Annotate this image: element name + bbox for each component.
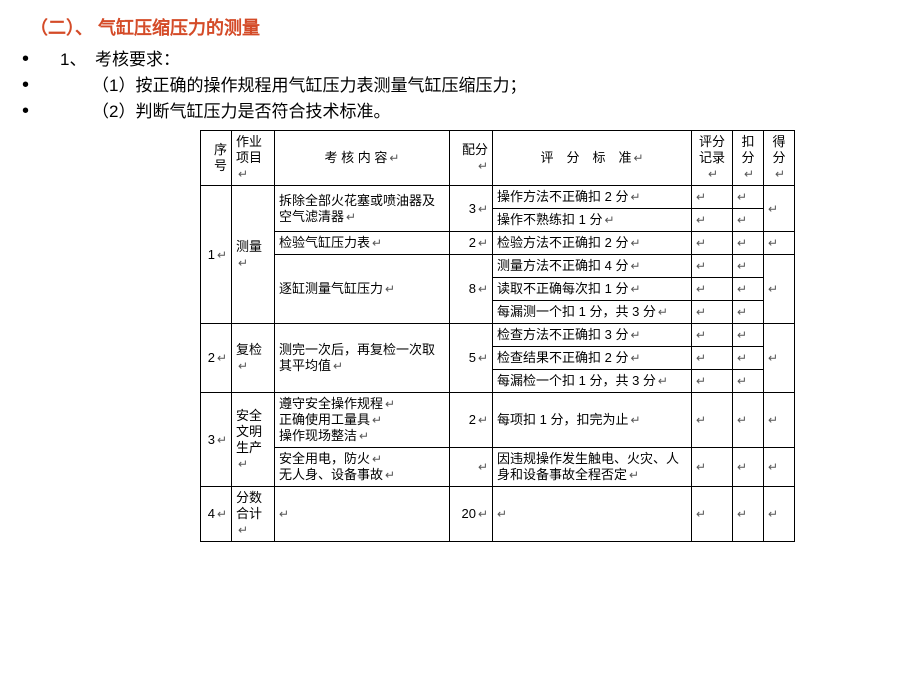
cell-seq: 4↵ bbox=[201, 487, 232, 542]
cell-obtain: ↵ bbox=[764, 232, 795, 255]
cell-score: 2↵ bbox=[450, 232, 493, 255]
th-score: 配分↵ bbox=[450, 131, 493, 186]
cell-criteria: 操作不熟练扣 1 分↵ bbox=[493, 209, 692, 232]
cell-criteria: 测量方法不正确扣 4 分↵ bbox=[493, 255, 692, 278]
cell-score: ↵ bbox=[450, 448, 493, 487]
cell-content: 拆除全部火花塞或喷油器及空气滤清器↵ bbox=[275, 186, 450, 232]
table-row: 检验气缸压力表↵ 2↵ 检验方法不正确扣 2 分↵ ↵ ↵ ↵ bbox=[201, 232, 795, 255]
cell-criteria: 检查结果不正确扣 2 分↵ bbox=[493, 347, 692, 370]
cell-obtain: ↵ bbox=[764, 186, 795, 232]
table-row: 2↵ 复检↵ 测完一次后，再复检一次取其平均值↵ 5↵ 检查方法不正确扣 3 分… bbox=[201, 324, 795, 347]
cell-criteria: 因违规操作发生触电、火灾、人身和设备事故全程否定↵ bbox=[493, 448, 692, 487]
cell-criteria: 检验方法不正确扣 2 分↵ bbox=[493, 232, 692, 255]
cell-seq: 3↵ bbox=[201, 393, 232, 487]
cell-record: ↵ bbox=[692, 370, 733, 393]
section-heading: （二）、 气缸压缩压力的测量 bbox=[30, 14, 900, 40]
cell-criteria: 每漏检一个扣 1 分，共 3 分↵ bbox=[493, 370, 692, 393]
cell-item: 分数合计↵ bbox=[232, 487, 275, 542]
bullet-marker: • bbox=[20, 74, 50, 96]
cell-deduct: ↵ bbox=[733, 324, 764, 347]
cell-criteria: 每项扣 1 分，扣完为止↵ bbox=[493, 393, 692, 448]
cell-deduct: ↵ bbox=[733, 347, 764, 370]
cell-content: 安全用电，防火↵ 无人身、设备事故↵ bbox=[275, 448, 450, 487]
cell-score: 8↵ bbox=[450, 255, 493, 324]
cell-score: 3↵ bbox=[450, 186, 493, 232]
cell-criteria: 操作方法不正确扣 2 分↵ bbox=[493, 186, 692, 209]
table-header-row: 序号 作业项目↵ 考 核 内 容↵ 配分↵ 评 分 标 准↵ 评分记录↵ 扣分↵… bbox=[201, 131, 795, 186]
cell-score: 5↵ bbox=[450, 324, 493, 393]
assessment-table-wrap: 序号 作业项目↵ 考 核 内 容↵ 配分↵ 评 分 标 准↵ 评分记录↵ 扣分↵… bbox=[200, 130, 900, 542]
cell-obtain: ↵ bbox=[764, 324, 795, 393]
cell-item: 复检↵ bbox=[232, 324, 275, 393]
cell-item: 测量↵ bbox=[232, 186, 275, 324]
cell-content: 逐缸测量气缸压力↵ bbox=[275, 255, 450, 324]
th-criteria: 评 分 标 准↵ bbox=[493, 131, 692, 186]
cell-deduct: ↵ bbox=[733, 209, 764, 232]
cell-criteria: 每漏测一个扣 1 分，共 3 分↵ bbox=[493, 301, 692, 324]
bullet-text: 1、 考核要求： bbox=[50, 48, 900, 72]
cell-record: ↵ bbox=[692, 209, 733, 232]
cell-score: 2↵ bbox=[450, 393, 493, 448]
cell-obtain: ↵ bbox=[764, 393, 795, 448]
table-row: 3↵ 安全文明生产↵ 遵守安全操作规程↵ 正确使用工量具↵ 操作现场整洁↵ 2↵… bbox=[201, 393, 795, 448]
cell-content: 遵守安全操作规程↵ 正确使用工量具↵ 操作现场整洁↵ bbox=[275, 393, 450, 448]
cell-criteria: 检查方法不正确扣 3 分↵ bbox=[493, 324, 692, 347]
bullet-row: • （1）按正确的操作规程用气缸压力表测量气缸压缩压力； bbox=[20, 74, 900, 98]
cell-content: ↵ bbox=[275, 487, 450, 542]
th-item: 作业项目↵ bbox=[232, 131, 275, 186]
cell-deduct: ↵ bbox=[733, 278, 764, 301]
cell-record: ↵ bbox=[692, 301, 733, 324]
cell-record: ↵ bbox=[692, 487, 733, 542]
assessment-table: 序号 作业项目↵ 考 核 内 容↵ 配分↵ 评 分 标 准↵ 评分记录↵ 扣分↵… bbox=[200, 130, 795, 542]
cell-deduct: ↵ bbox=[733, 255, 764, 278]
cell-score: 20↵ bbox=[450, 487, 493, 542]
cell-record: ↵ bbox=[692, 448, 733, 487]
bullet-row: • 1、 考核要求： bbox=[20, 48, 900, 72]
cell-deduct: ↵ bbox=[733, 370, 764, 393]
cell-record: ↵ bbox=[692, 255, 733, 278]
cell-obtain: ↵ bbox=[764, 255, 795, 324]
cell-item: 安全文明生产↵ bbox=[232, 393, 275, 487]
th-content: 考 核 内 容↵ bbox=[275, 131, 450, 186]
cell-deduct: ↵ bbox=[733, 232, 764, 255]
table-row: 安全用电，防火↵ 无人身、设备事故↵ ↵ 因违规操作发生触电、火灾、人身和设备事… bbox=[201, 448, 795, 487]
cell-deduct: ↵ bbox=[733, 448, 764, 487]
cell-record: ↵ bbox=[692, 347, 733, 370]
cell-seq: 2↵ bbox=[201, 324, 232, 393]
cell-seq: 1↵ bbox=[201, 186, 232, 324]
cell-record: ↵ bbox=[692, 393, 733, 448]
th-seq: 序号 bbox=[201, 131, 232, 186]
cell-criteria: ↵ bbox=[493, 487, 692, 542]
cell-deduct: ↵ bbox=[733, 393, 764, 448]
table-row: 1↵ 测量↵ 拆除全部火花塞或喷油器及空气滤清器↵ 3↵ 操作方法不正确扣 2 … bbox=[201, 186, 795, 209]
cell-record: ↵ bbox=[692, 232, 733, 255]
bullet-row: • （2）判断气缸压力是否符合技术标准。 bbox=[20, 100, 900, 124]
cell-criteria: 读取不正确每次扣 1 分↵ bbox=[493, 278, 692, 301]
cell-obtain: ↵ bbox=[764, 448, 795, 487]
cell-deduct: ↵ bbox=[733, 301, 764, 324]
th-obtain: 得分↵ bbox=[764, 131, 795, 186]
cell-record: ↵ bbox=[692, 186, 733, 209]
cell-record: ↵ bbox=[692, 278, 733, 301]
cell-content: 测完一次后，再复检一次取其平均值↵ bbox=[275, 324, 450, 393]
cell-deduct: ↵ bbox=[733, 186, 764, 209]
table-row: 4↵ 分数合计↵ ↵ 20↵ ↵ ↵ ↵ ↵ bbox=[201, 487, 795, 542]
cell-obtain: ↵ bbox=[764, 487, 795, 542]
bullet-marker: • bbox=[20, 100, 50, 122]
bullet-text: （1）按正确的操作规程用气缸压力表测量气缸压缩压力； bbox=[50, 74, 900, 98]
cell-record: ↵ bbox=[692, 324, 733, 347]
th-deduct: 扣分↵ bbox=[733, 131, 764, 186]
th-record: 评分记录↵ bbox=[692, 131, 733, 186]
table-row: 逐缸测量气缸压力↵ 8↵ 测量方法不正确扣 4 分↵ ↵ ↵ ↵ bbox=[201, 255, 795, 278]
bullet-marker: • bbox=[20, 48, 50, 70]
bullet-text: （2）判断气缸压力是否符合技术标准。 bbox=[50, 100, 900, 124]
cell-content: 检验气缸压力表↵ bbox=[275, 232, 450, 255]
cell-deduct: ↵ bbox=[733, 487, 764, 542]
